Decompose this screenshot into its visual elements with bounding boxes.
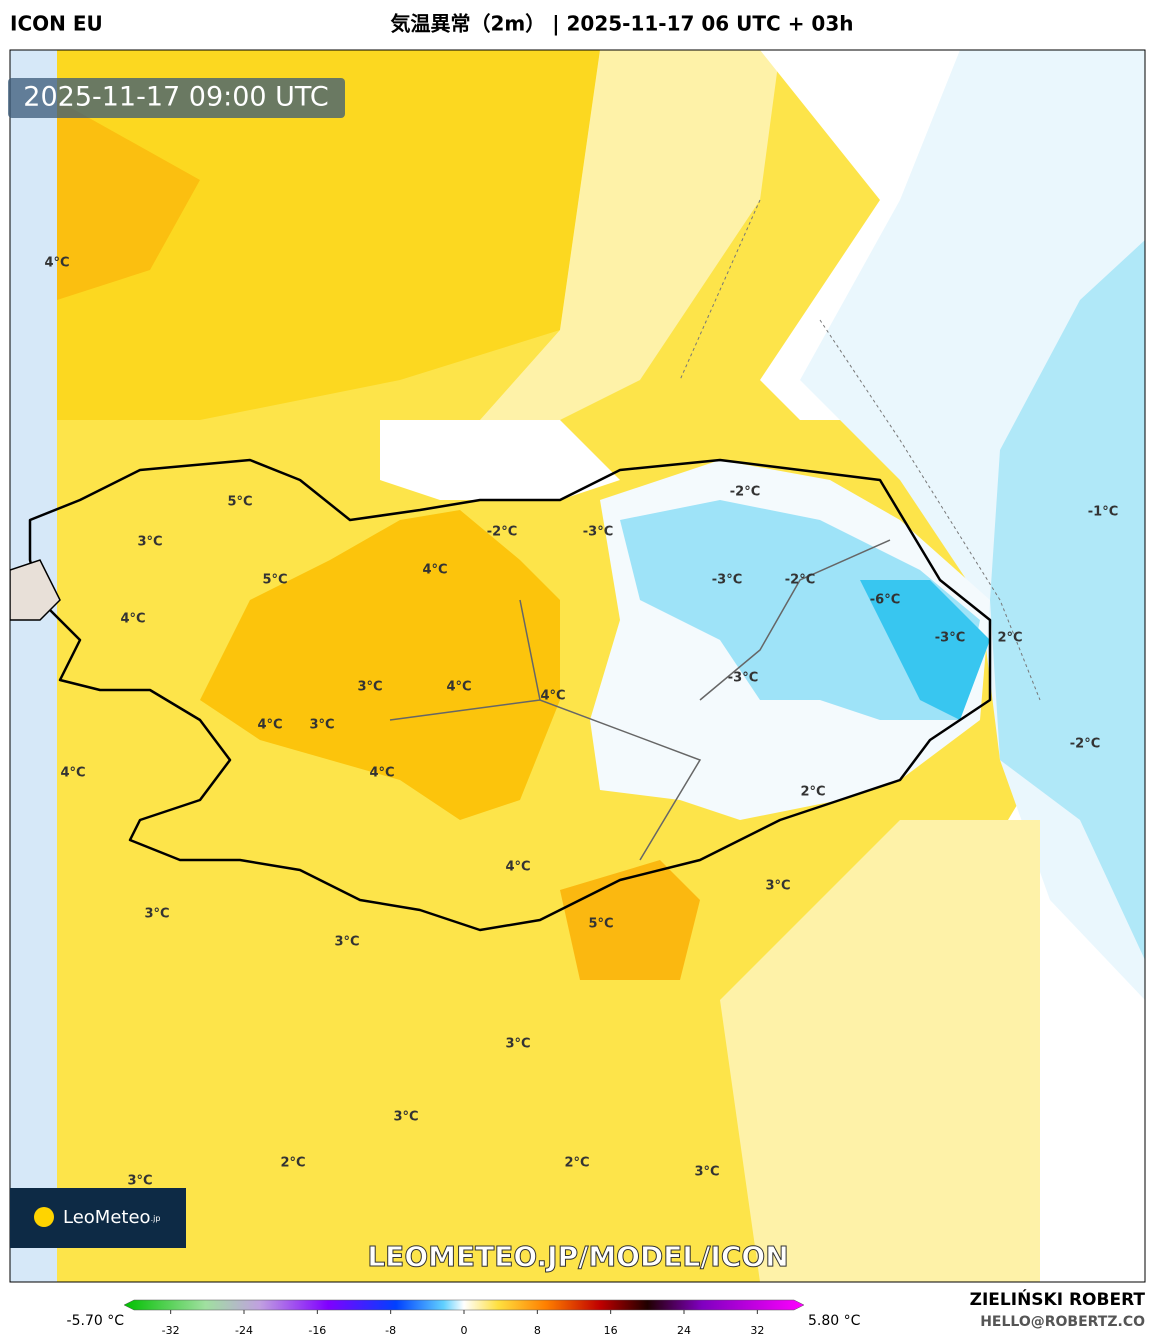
chart-title: 気温異常（2m） | 2025-11-17 06 UTC + 03h xyxy=(391,12,854,36)
colorbar-max: 5.80 °C xyxy=(808,1313,861,1329)
contour-label: 4°C xyxy=(422,563,447,578)
contour-label: 2°C xyxy=(280,1156,305,1171)
contour-label: 4°C xyxy=(540,689,565,704)
colorbar-tick-label: -32 xyxy=(162,1324,180,1337)
colorbar-tick-label: 0 xyxy=(461,1324,468,1337)
contour-label: 3°C xyxy=(694,1165,719,1180)
logo-suffix: .jp xyxy=(151,1214,161,1223)
contour-label: 5°C xyxy=(588,917,613,932)
colorbar-tick-label: 24 xyxy=(677,1324,691,1337)
contour-label: -3°C xyxy=(728,671,758,686)
contour-label: 4°C xyxy=(257,718,282,733)
contour-label: -2°C xyxy=(1070,737,1100,752)
contour-label: -2°C xyxy=(785,573,815,588)
contour-label: 5°C xyxy=(262,573,287,588)
colorbar-tick-label: -16 xyxy=(308,1324,326,1337)
contour-label: 3°C xyxy=(127,1174,152,1189)
contour-label: -1°C xyxy=(1088,505,1118,520)
colorbar-tick-label: -24 xyxy=(235,1324,253,1337)
email: HELLO@ROBERTZ.CO xyxy=(980,1314,1145,1330)
contour-label: -3°C xyxy=(935,631,965,646)
contour-label: -2°C xyxy=(487,525,517,540)
contour-label: 3°C xyxy=(765,879,790,894)
contour-label: 3°C xyxy=(144,907,169,922)
author: ZIELIŃSKI ROBERT xyxy=(970,1288,1146,1310)
contour-label: 3°C xyxy=(309,718,334,733)
colorbar-min: -5.70 °C xyxy=(67,1313,125,1329)
contour-label: 2°C xyxy=(564,1156,589,1171)
colorbar-tick-label: -8 xyxy=(385,1324,396,1337)
map-frame xyxy=(9,49,1146,1283)
contour-label: 3°C xyxy=(334,935,359,950)
logo-text: LeoMeteo xyxy=(63,1207,151,1228)
timestamp: 2025-11-17 09:00 UTC xyxy=(23,82,328,113)
logo-sun xyxy=(34,1207,54,1227)
contour-label: -3°C xyxy=(583,525,613,540)
contour-label: 5°C xyxy=(227,495,252,510)
contour-label: 4°C xyxy=(369,766,394,781)
contour-label: 3°C xyxy=(357,680,382,695)
colorbar-tick-label: 8 xyxy=(534,1324,541,1337)
colorbar-tick-label: 32 xyxy=(750,1324,764,1337)
contour-label: -6°C xyxy=(870,593,900,608)
contour-label: 2°C xyxy=(800,785,825,800)
contour-label: 4°C xyxy=(120,612,145,627)
colorbar xyxy=(123,1299,805,1311)
logo: LeoMeteo.jp xyxy=(63,1207,160,1228)
contour-label: 4°C xyxy=(446,680,471,695)
watermark: LEOMETEO.JP/MODEL/ICON xyxy=(367,1240,788,1273)
contour-label: 4°C xyxy=(60,766,85,781)
map: 4°C 5°C 3°C 5°C 4°C 4°C -2°C -3°C -2°C -3°C -2°C -6… xyxy=(10,50,1145,1282)
colorbar-tick-label: 16 xyxy=(604,1324,618,1337)
timestamp-box xyxy=(8,78,345,118)
contour-label: -3°C xyxy=(712,573,742,588)
contour-label: -2°C xyxy=(730,485,760,500)
contour-label: 3°C xyxy=(393,1110,418,1125)
contour-label: 3°C xyxy=(505,1037,530,1052)
model-name: ICON EU xyxy=(10,12,103,36)
contour-label: 4°C xyxy=(505,860,530,875)
contour-label: 3°C xyxy=(137,535,162,550)
contour-label: 2°C xyxy=(997,631,1022,646)
contour-label: 4°C xyxy=(44,256,69,271)
